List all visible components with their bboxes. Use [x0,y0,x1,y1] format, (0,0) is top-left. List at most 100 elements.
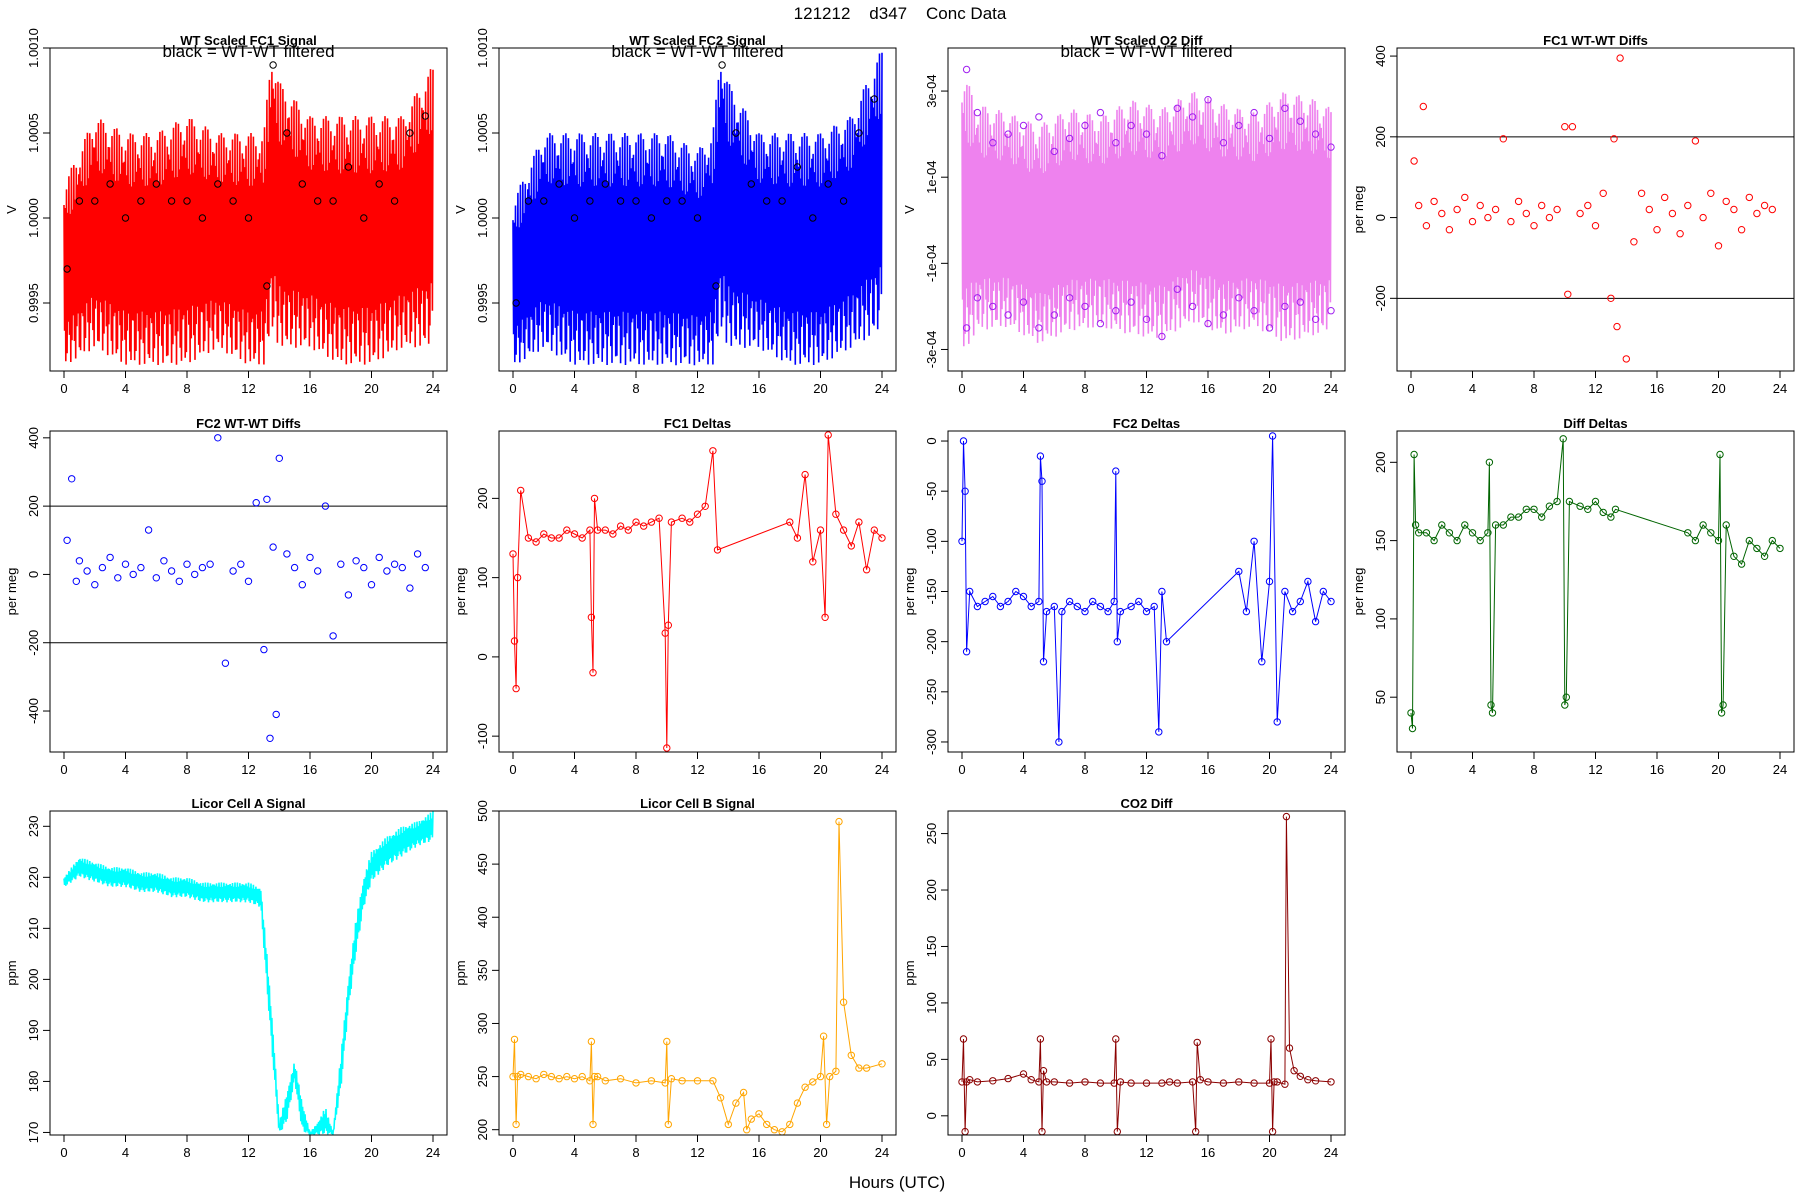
data-point [1453,205,1461,214]
data-point [63,265,71,273]
data-point [1110,597,1118,606]
data-point [587,613,596,621]
y-tick-label: 1.0010 [475,28,490,68]
y-tick-label: 1.0005 [26,113,41,153]
y-tick-label: -150 [924,578,939,604]
y-axis-label: per meg [4,568,19,616]
data-point [183,197,191,205]
data-point [989,1077,997,1085]
data-point [1027,1076,1035,1084]
series-fc1-signal-envelope [63,69,434,366]
figure-x-axis-label: Hours (UTC) [849,1173,945,1192]
data-point [709,1077,717,1085]
data-point [1722,521,1730,529]
data-point [375,180,383,188]
data-point [1653,226,1661,234]
x-tick-label: 0 [1407,762,1414,777]
y-tick-label: 400 [1373,45,1388,67]
data-point [589,1120,597,1129]
data-point [958,537,966,545]
x-tick-label: 0 [958,381,965,396]
x-tick-label: 0 [958,1145,965,1160]
data-point [1410,450,1418,459]
data-point [1004,1074,1012,1083]
data-point [298,581,306,589]
panel-p4: 0 4 8 12 16 20 24 -200 0 200 400 FC1 WT-WT Diffs per… [1351,33,1795,396]
data-point [1096,108,1105,117]
data-point [1219,1079,1228,1087]
series-fc2-wt-wt [63,434,429,742]
y-tick-label: -1e-04 [924,245,939,283]
x-tick-label: 4 [571,1145,578,1160]
data-point [732,1099,740,1107]
data-point [1488,709,1497,717]
data-point [167,197,176,205]
x-tick-label: 8 [632,1145,639,1160]
data-point [1173,285,1182,293]
data-point [1188,113,1197,121]
data-point [1142,1079,1151,1087]
data-point [314,197,322,205]
data-point [713,546,722,554]
data-point [1304,1076,1312,1084]
data-point [1089,597,1097,606]
data-point [1270,1078,1278,1086]
plot-frame [498,810,897,1136]
data-point [83,567,91,575]
data-point [1410,157,1418,165]
panel-p10: 0 4 8 12 16 20 24 200 250 300 350 400 450 500 Licor Ce… [453,796,897,1160]
x-tick-label: 4 [122,381,129,396]
data-point [632,518,640,526]
data-point [664,1120,672,1129]
data-point [661,629,669,637]
y-tick-label: 100 [924,992,939,1014]
data-point [1419,102,1428,111]
data-point [1661,193,1669,202]
data-point [306,553,314,562]
x-tick-label: 0 [1407,381,1414,396]
data-point [1327,597,1335,606]
y-tick-label: -100 [924,528,939,554]
data-point [344,591,353,599]
y-tick-label: 250 [924,823,939,845]
data-point [1714,242,1723,250]
y-tick-label: 300 [475,1013,490,1035]
data-point [1461,521,1469,529]
data-point [1445,529,1454,537]
data-point [1250,108,1258,117]
data-point [1507,217,1515,226]
data-point [1745,536,1754,545]
data-point [870,526,878,534]
data-point [1461,193,1469,202]
data-point [344,163,353,171]
data-point [229,197,237,205]
y-tick-label: 150 [1373,530,1388,552]
data-point [973,294,982,302]
x-tick-label: 24 [426,381,440,396]
data-point [593,526,602,534]
data-point [770,1126,779,1134]
panel-title: WT Scaled FC2 Signal [629,33,766,48]
x-tick-label: 24 [1324,1145,1338,1160]
data-point [1273,1078,1281,1086]
data-point [693,510,702,518]
data-point [1584,505,1592,513]
data-point [1484,213,1492,222]
data-point [578,534,586,542]
data-point [183,560,191,568]
data-point [1142,130,1151,138]
panel-title: Licor Cell B Signal [640,796,755,811]
x-tick-label: 12 [241,1145,255,1160]
data-point [816,526,825,534]
data-point [973,602,982,611]
data-point [1112,467,1120,475]
data-point [1127,121,1135,130]
data-point [716,1094,725,1102]
data-point [263,495,271,503]
data-point [601,1077,609,1085]
data-point [1422,222,1431,230]
y-tick-label: 400 [475,906,490,928]
data-point [1019,121,1028,130]
data-point [1311,130,1320,138]
